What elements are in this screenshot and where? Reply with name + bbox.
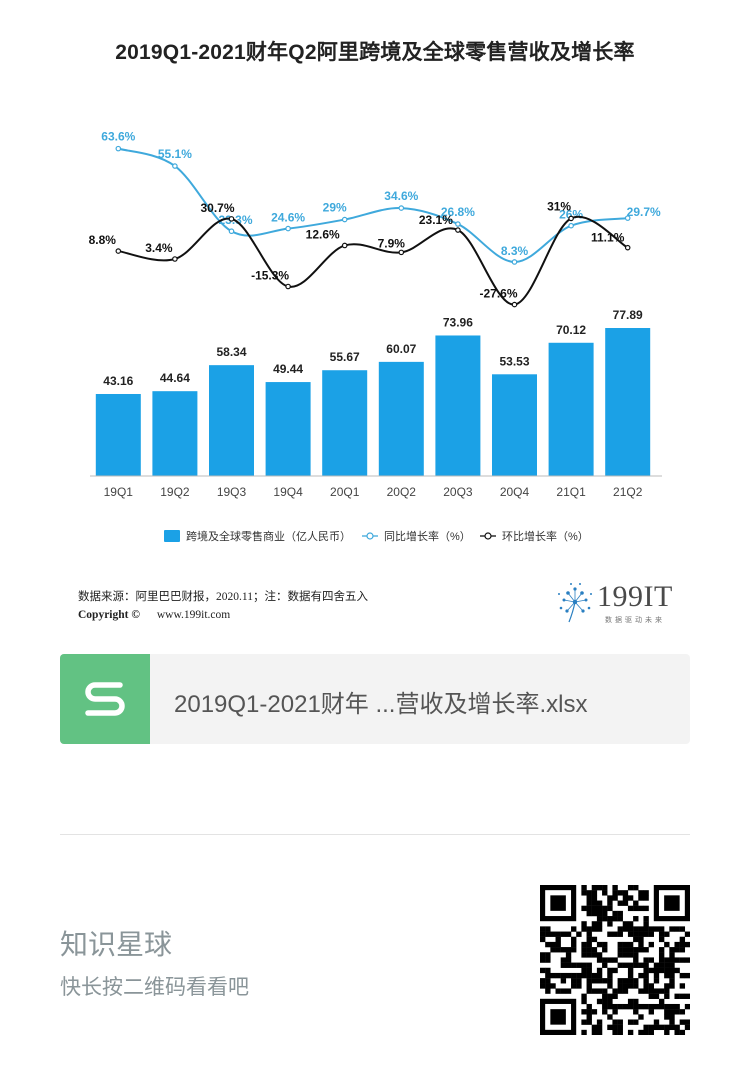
yoy-label-20Q2: 34.6% bbox=[384, 189, 418, 203]
qr-code-image[interactable] bbox=[540, 885, 690, 1035]
bar-label-20Q1: 55.67 bbox=[330, 350, 360, 364]
yoy-label-21Q2: 29.7% bbox=[627, 205, 661, 219]
spreadsheet-s-icon bbox=[60, 654, 150, 744]
legend-bar-swatch bbox=[164, 530, 180, 542]
legend-qoq-label: 环比增长率（%） bbox=[502, 529, 589, 543]
qoq-point-19Q4 bbox=[285, 283, 291, 290]
logo-wordmark: 199IT bbox=[597, 580, 673, 613]
chart-title: 2019Q1-2021财年Q2阿里跨境及全球零售营收及增长率 bbox=[115, 41, 635, 64]
bar-label-20Q3: 73.96 bbox=[443, 315, 473, 329]
qoq-label-21Q2: 11.1% bbox=[591, 231, 625, 245]
qoq-label-19Q1: 8.8% bbox=[89, 233, 117, 247]
section-divider bbox=[60, 834, 690, 835]
logo-slogan: 数据驱动未来 bbox=[605, 617, 665, 624]
bar-label-21Q2: 77.89 bbox=[613, 308, 643, 322]
qoq-label-20Q3: 23.1% bbox=[419, 213, 453, 227]
qoq-label-20Q4: -27.6% bbox=[479, 287, 517, 301]
x-tick-21Q2: 21Q2 bbox=[613, 485, 643, 499]
bar-20Q1 bbox=[322, 370, 368, 476]
bar-19Q1 bbox=[95, 393, 141, 476]
qoq-point-19Q3 bbox=[228, 216, 235, 222]
revenue-growth-chart: 43.16 44.64 58.34 49.44 55.67 60.07 73.96 53.53… bbox=[89, 130, 662, 543]
yoy-point-20Q2 bbox=[398, 205, 405, 211]
x-tick-19Q2: 19Q2 bbox=[160, 485, 190, 499]
x-tick-20Q4: 20Q4 bbox=[500, 485, 530, 499]
yoy-point-19Q1 bbox=[115, 145, 122, 152]
yoy-line bbox=[118, 147, 628, 263]
bar-label-19Q1: 43.16 bbox=[103, 374, 133, 388]
bar-label-19Q3: 58.34 bbox=[216, 345, 246, 359]
website-link[interactable]: www.199it.com bbox=[156, 609, 231, 621]
bar-20Q4 bbox=[492, 374, 537, 476]
x-tick-19Q3: 19Q3 bbox=[217, 485, 247, 499]
bar-20Q2 bbox=[378, 361, 424, 476]
x-tick-19Q4: 19Q4 bbox=[273, 485, 303, 499]
copyright-line: Copyright © www.199it.com bbox=[78, 609, 230, 621]
yoy-label-20Q3: 26.8% bbox=[441, 205, 475, 219]
yoy-point-19Q2 bbox=[172, 163, 178, 169]
qoq-label-19Q2: 3.4% bbox=[145, 241, 173, 255]
qoq-point-19Q1 bbox=[115, 248, 122, 254]
qoq-label-20Q2: 7.9% bbox=[378, 236, 406, 250]
qoq-label-19Q3: 30.7% bbox=[200, 201, 234, 215]
yoy-point-20Q3 bbox=[455, 221, 461, 227]
data-source-note: 数据来源：阿里巴巴财报，2020.11；注：数据有四舍五入 bbox=[78, 591, 368, 603]
yoy-point-19Q3 bbox=[228, 228, 235, 235]
legend-qoq-marker bbox=[484, 532, 492, 540]
qoq-label-20Q1: 12.6% bbox=[306, 227, 340, 241]
qoq-point-20Q4 bbox=[511, 301, 518, 308]
bar-19Q2 bbox=[152, 391, 198, 476]
qoq-label-21Q1: 31% bbox=[547, 199, 571, 213]
bar-label-20Q2: 60.07 bbox=[386, 342, 416, 356]
qoq-point-20Q1 bbox=[341, 242, 348, 249]
bar-21Q2 bbox=[605, 328, 651, 476]
yoy-point-20Q4 bbox=[511, 259, 518, 265]
attachment-card[interactable]: 2019Q1-2021财年 ...营收及增长率.xlsx bbox=[60, 654, 690, 744]
legend-yoy-label: 同比增长率（%） bbox=[384, 529, 471, 543]
copyright-label: Copyright © bbox=[78, 609, 140, 621]
yoy-label-21Q1: 26% bbox=[559, 208, 583, 222]
x-tick-19Q1: 19Q1 bbox=[104, 485, 134, 499]
x-tick-20Q3: 20Q3 bbox=[443, 485, 473, 499]
bar-label-21Q1: 70.12 bbox=[556, 323, 586, 337]
qoq-point-19Q2 bbox=[172, 256, 178, 262]
planet-subtitle: 快长按二维码看看吧 bbox=[60, 976, 249, 999]
yoy-label-19Q2: 55.1% bbox=[158, 147, 192, 161]
legend-bar-label: 跨境及全球零售商业（亿人民币） bbox=[186, 529, 351, 543]
legend-yoy-marker bbox=[366, 532, 374, 540]
bar-19Q4 bbox=[265, 382, 311, 476]
qoq-point-20Q3 bbox=[455, 227, 461, 233]
yoy-point-19Q4 bbox=[285, 225, 291, 232]
bar-label-20Q4: 53.53 bbox=[499, 354, 529, 368]
x-tick-21Q1: 21Q1 bbox=[556, 485, 586, 499]
attachment-filename[interactable]: 2019Q1-2021财年 ...营收及增长率.xlsx bbox=[174, 691, 588, 718]
bar-19Q3 bbox=[209, 365, 254, 476]
yoy-label-19Q1: 63.6% bbox=[101, 130, 135, 144]
bar-label-19Q2: 44.64 bbox=[160, 371, 190, 385]
bar-20Q3 bbox=[435, 335, 481, 476]
yoy-label-19Q4: 24.6% bbox=[271, 211, 305, 225]
dandelion-logo-icon bbox=[558, 583, 592, 623]
qoq-label-19Q4: -15.3% bbox=[251, 268, 289, 282]
x-tick-20Q1: 20Q1 bbox=[330, 485, 360, 499]
qoq-point-20Q2 bbox=[398, 249, 405, 256]
yoy-point-21Q1 bbox=[568, 222, 574, 229]
qoq-point-21Q1 bbox=[568, 215, 574, 222]
199it-logo: 199IT 数据驱动未来 bbox=[553, 580, 683, 630]
yoy-label-20Q1: 29% bbox=[323, 201, 347, 215]
bar-21Q1 bbox=[548, 342, 594, 476]
x-tick-20Q2: 20Q2 bbox=[387, 485, 417, 499]
planet-title: 知识星球 bbox=[60, 929, 173, 960]
yoy-point-21Q2 bbox=[624, 215, 631, 221]
qoq-line bbox=[118, 215, 629, 306]
bar-label-19Q4: 49.44 bbox=[273, 362, 303, 376]
yoy-label-20Q4: 8.3% bbox=[501, 244, 529, 258]
qoq-point-21Q2 bbox=[624, 244, 631, 251]
yoy-point-20Q1 bbox=[341, 216, 348, 223]
